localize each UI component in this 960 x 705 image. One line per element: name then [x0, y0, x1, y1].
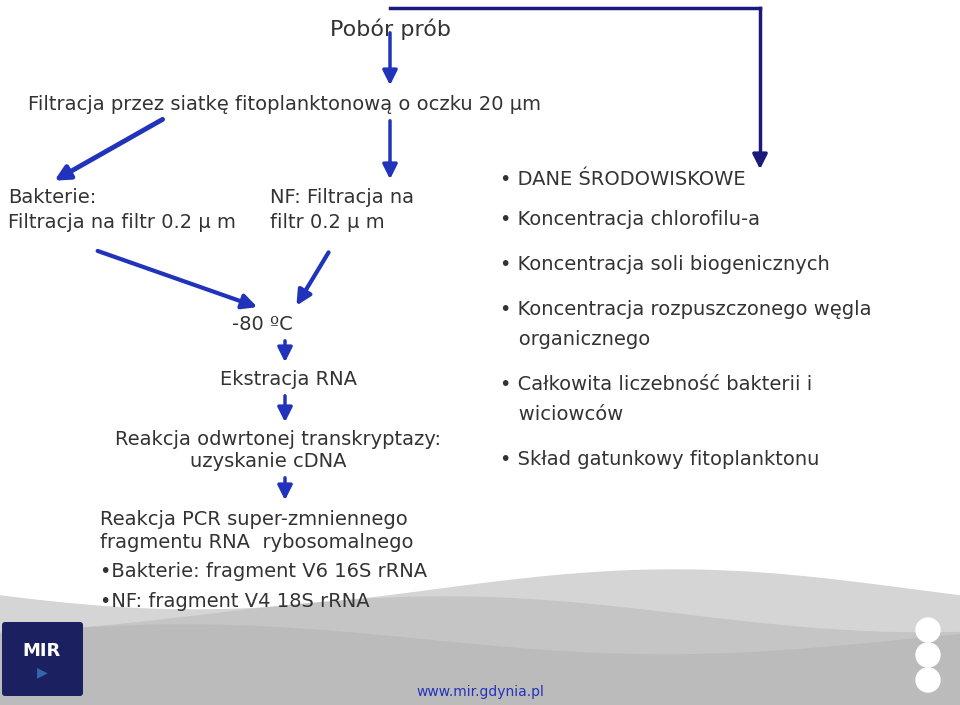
- Text: organicznego: organicznego: [500, 330, 650, 349]
- Text: • Koncentracja chlorofilu-a: • Koncentracja chlorofilu-a: [500, 210, 760, 229]
- Polygon shape: [0, 570, 960, 705]
- Text: • Skład gatunkowy fitoplanktonu: • Skład gatunkowy fitoplanktonu: [500, 450, 820, 469]
- Text: wiciowców: wiciowców: [500, 405, 623, 424]
- Text: Reakcja PCR super-zmniennego: Reakcja PCR super-zmniennego: [100, 510, 408, 529]
- Text: uzyskanie cDNA: uzyskanie cDNA: [190, 452, 347, 471]
- Text: Filtracja przez siatkę fitoplanktonową o oczku 20 μm: Filtracja przez siatkę fitoplanktonową o…: [28, 95, 541, 114]
- Text: • Całkowita liczebność bakterii i: • Całkowita liczebność bakterii i: [500, 375, 812, 394]
- Text: fragmentu RNA  rybosomalnego: fragmentu RNA rybosomalnego: [100, 533, 414, 552]
- Text: • Koncentracja soli biogenicznych: • Koncentracja soli biogenicznych: [500, 255, 829, 274]
- Text: www.mir.gdynia.pl: www.mir.gdynia.pl: [416, 685, 544, 699]
- Circle shape: [916, 668, 940, 692]
- Circle shape: [916, 643, 940, 667]
- Polygon shape: [0, 625, 960, 705]
- Text: NF: Filtracja na
filtr 0.2 μ m: NF: Filtracja na filtr 0.2 μ m: [270, 188, 414, 232]
- Text: •NF: fragment V4 18S rRNA: •NF: fragment V4 18S rRNA: [100, 592, 370, 611]
- FancyBboxPatch shape: [2, 622, 83, 696]
- Polygon shape: [0, 597, 960, 705]
- Text: • DANE ŚRODOWISKOWE: • DANE ŚRODOWISKOWE: [500, 170, 746, 189]
- Text: • Koncentracja rozpuszczonego węgla: • Koncentracja rozpuszczonego węgla: [500, 300, 872, 319]
- Text: Ekstracja RNA: Ekstracja RNA: [220, 370, 357, 389]
- Text: MIR: MIR: [23, 642, 61, 660]
- Circle shape: [916, 618, 940, 642]
- Text: •Bakterie: fragment V6 16S rRNA: •Bakterie: fragment V6 16S rRNA: [100, 562, 427, 581]
- Text: ▶: ▶: [36, 665, 47, 679]
- Text: Pobór prób: Pobór prób: [329, 18, 450, 39]
- Text: Reakcja odwrtonej transkryptazy:: Reakcja odwrtonej transkryptazy:: [115, 430, 441, 449]
- Text: -80 ºC: -80 ºC: [232, 315, 293, 334]
- Text: Bakterie:
Filtracja na filtr 0.2 μ m: Bakterie: Filtracja na filtr 0.2 μ m: [8, 188, 236, 232]
